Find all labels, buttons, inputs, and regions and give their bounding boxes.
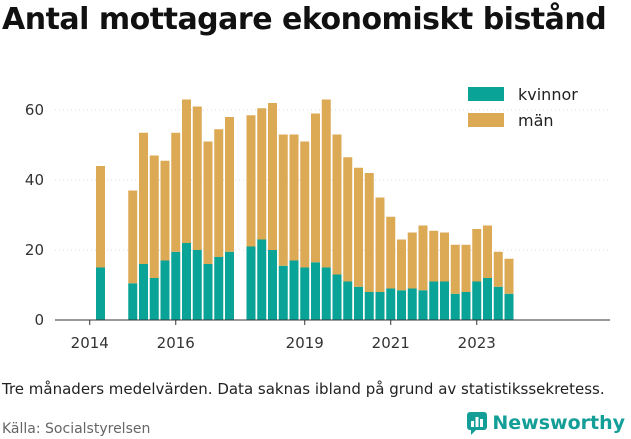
bar-man: [343, 157, 353, 282]
bar-kvinnor: [128, 283, 138, 320]
bar-man: [182, 99, 191, 243]
x-tick-label: 2014: [71, 334, 109, 352]
bars: [96, 99, 514, 320]
bar-man: [225, 117, 234, 252]
bar-kvinnor: [343, 281, 353, 320]
bar-kvinnor: [171, 251, 181, 320]
bar-man: [450, 244, 460, 294]
bar-man: [375, 197, 385, 292]
bar-kvinnor: [332, 274, 342, 320]
bar-kvinnor: [429, 281, 439, 320]
chart-note: Tre månaders medelvärden. Data saknas ib…: [2, 380, 605, 398]
source-label: Källa: Socialstyrelsen: [2, 421, 151, 437]
bar-man: [192, 106, 202, 250]
bar-kvinnor: [418, 290, 428, 320]
bar-man: [278, 134, 288, 266]
bar-man: [149, 155, 159, 278]
y-tick-label: 60: [25, 101, 44, 119]
legend-swatch: [468, 87, 504, 101]
bar-kvinnor: [483, 278, 492, 320]
bar-kvinnor: [311, 262, 320, 320]
bar-man: [268, 103, 277, 250]
bar-man: [160, 160, 170, 261]
bar-man: [321, 99, 331, 268]
bar-man: [257, 108, 267, 240]
bar-man: [139, 132, 148, 264]
bar-man: [96, 166, 105, 268]
bar-kvinnor: [364, 292, 374, 320]
bar-man: [429, 230, 439, 282]
bar-kvinnor: [450, 293, 460, 320]
legend-label: män: [518, 111, 554, 130]
x-tick-label: 2023: [458, 334, 496, 352]
bar-kvinnor: [203, 264, 213, 320]
bar-kvinnor: [289, 260, 299, 320]
bar-kvinnor: [225, 251, 234, 320]
bar-kvinnor: [160, 260, 170, 320]
bar-kvinnor: [397, 290, 406, 320]
bar-kvinnor: [440, 281, 449, 320]
bar-man: [407, 232, 417, 289]
legend-swatch: [468, 113, 504, 127]
bar-man: [203, 141, 213, 264]
bar-kvinnor: [300, 267, 310, 320]
bar-man: [418, 225, 428, 291]
bar-man: [440, 232, 449, 282]
bar-man: [493, 251, 503, 287]
bar-kvinnor: [182, 243, 191, 320]
bar-man: [483, 225, 492, 278]
y-tick-label: 0: [34, 311, 44, 329]
newsworthy-chart-icon: [467, 412, 488, 435]
bar-kvinnor: [354, 286, 363, 320]
bar-man: [246, 115, 256, 247]
bar-kvinnor: [246, 246, 256, 320]
bar-kvinnor: [192, 250, 202, 320]
bar-man: [289, 134, 299, 261]
legend-label: kvinnor: [518, 85, 578, 104]
bar-man: [504, 258, 514, 294]
bar-kvinnor: [149, 278, 159, 320]
bar-man: [300, 141, 310, 268]
bar-man: [311, 113, 320, 263]
bar-man: [354, 167, 363, 287]
bar-kvinnor: [214, 257, 224, 320]
y-tick-label: 40: [25, 171, 44, 189]
x-tick-label: 2021: [372, 334, 410, 352]
bar-kvinnor: [493, 286, 503, 320]
bar-man: [128, 190, 138, 284]
axes: 0 20 40 60 2014 2016 2019 2021 2023: [25, 101, 610, 352]
bar-man: [461, 244, 471, 292]
stacked-bar-chart: 0 20 40 60 2014 2016 2019 2021 2023 kvinnor män: [25, 85, 610, 352]
y-tick-label: 20: [25, 241, 44, 259]
bar-man: [386, 216, 396, 289]
bar-kvinnor: [407, 288, 417, 320]
legend: kvinnor män: [468, 85, 578, 130]
bar-kvinnor: [375, 292, 385, 320]
bar-kvinnor: [268, 250, 277, 320]
newsworthy-logo[interactable]: Newsworthy: [466, 410, 625, 436]
bar-kvinnor: [257, 239, 267, 320]
bar-man: [472, 229, 482, 282]
bar-kvinnor: [96, 267, 105, 320]
bar-man: [171, 132, 181, 252]
bar-man: [214, 129, 224, 257]
bar-man: [364, 173, 374, 292]
bar-kvinnor: [504, 293, 514, 320]
bar-kvinnor: [321, 267, 331, 320]
bar-man: [397, 239, 406, 291]
bar-kvinnor: [461, 292, 471, 320]
bar-kvinnor: [278, 265, 288, 320]
bar-kvinnor: [386, 288, 396, 320]
logo-text: Newsworthy: [492, 412, 625, 434]
bar-kvinnor: [472, 281, 482, 320]
x-tick-label: 2019: [286, 334, 324, 352]
x-tick-label: 2016: [157, 334, 195, 352]
bar-man: [332, 134, 342, 275]
bar-kvinnor: [139, 264, 148, 320]
chart-title: Antal mottagare ekonomiskt bistånd: [2, 2, 607, 37]
